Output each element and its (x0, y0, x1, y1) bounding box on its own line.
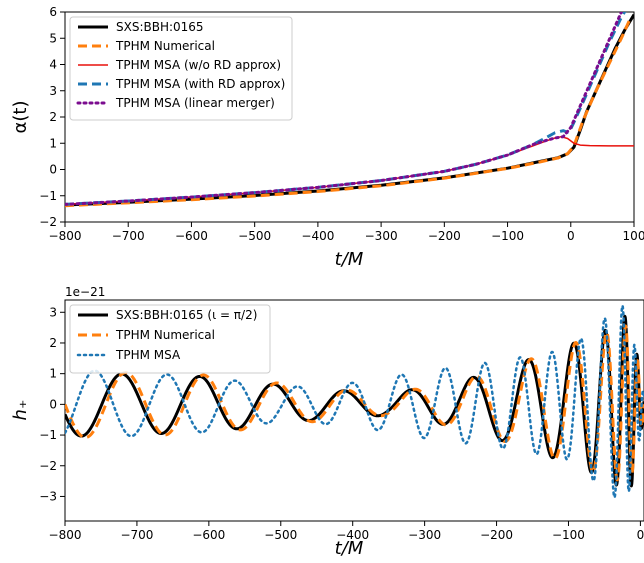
x-tick-label: 100 (623, 229, 644, 243)
alpha-y-axis-label: α(t) (10, 101, 31, 134)
x-tick-label: −500 (264, 528, 297, 542)
alpha-x-axis-label: t/M (335, 249, 364, 270)
legend-label: TPHM MSA (linear merger) (115, 96, 275, 110)
series-line-0-1 (65, 16, 633, 208)
series-line-1-1 (65, 324, 644, 482)
y-tick-label: 0 (49, 163, 57, 177)
alpha-ticks: −800 −700 −600 −500 −400 −300 −200 −100 0 100 −2 −1… (39, 5, 644, 243)
y-tick-label: 1 (49, 136, 57, 150)
x-tick-label: −600 (192, 528, 225, 542)
x-tick-label: −500 (238, 229, 271, 243)
y-tick-label: 5 (49, 31, 57, 45)
legend-box (69, 304, 271, 374)
hplus-y-axis-label: h₊ (10, 400, 31, 421)
x-tick-label: −200 (480, 528, 513, 542)
y-tick-label: −1 (39, 428, 57, 442)
legend-label: TPHM MSA (with RD approx) (115, 77, 285, 91)
y-tick-label: 2 (49, 336, 57, 350)
legend-label: TPHM Numerical (115, 39, 215, 53)
x-tick-label: −700 (112, 229, 145, 243)
x-tick-label: −100 (491, 229, 524, 243)
x-tick-label: −800 (49, 528, 82, 542)
y-tick-label: 3 (49, 84, 57, 98)
legend-label: SXS:BBH:0165 (ι = π/2) (116, 308, 257, 322)
alpha-panel: −800 −700 −600 −500 −400 −300 −200 −100 0 100 −2 −1… (10, 5, 644, 270)
x-tick-label: −400 (301, 229, 334, 243)
y-tick-label: 2 (49, 110, 57, 124)
legend-box (69, 16, 293, 121)
hplus-ticks: −800 −700 −600 −500 −400 −300 −200 −100 0 −3 −2 −1 0… (39, 305, 644, 542)
y-tick-label: 1 (49, 367, 57, 381)
alpha-lines (65, 12, 634, 208)
x-tick-label: −600 (175, 229, 208, 243)
series-line-0-4 (65, 12, 623, 206)
y-tick-label: 4 (49, 58, 57, 72)
hplus-offset-label: 1e−21 (65, 285, 105, 299)
alpha-legend: SXS:BBH:0165 TPHM Numerical TPHM MSA (w/o … (69, 16, 293, 121)
y-tick-label: −2 (39, 459, 57, 473)
x-tick-label: −200 (428, 229, 461, 243)
legend-label: SXS:BBH:0165 (116, 20, 204, 34)
x-tick-label: −400 (336, 528, 369, 542)
y-tick-label: 3 (49, 305, 57, 319)
series-line-1-0 (65, 314, 644, 488)
legend-label: TPHM MSA (w/o RD approx) (115, 58, 281, 72)
y-tick-label: −2 (39, 215, 57, 229)
hplus-panel: −800 −700 −600 −500 −400 −300 −200 −100 0 −3 −2 −1 0… (10, 285, 644, 559)
series-line-1-2 (65, 304, 644, 499)
hplus-lines (65, 304, 644, 499)
hplus-legend: SXS:BBH:0165 (ι = π/2) TPHM Numerical TPHM… (69, 304, 271, 374)
x-tick-label: −100 (552, 528, 585, 542)
x-tick-label: −300 (408, 528, 441, 542)
hplus-x-axis-label: t/M (335, 538, 364, 559)
legend-label: TPHM Numerical (115, 328, 215, 342)
y-tick-label: 6 (49, 5, 57, 19)
legend-label: TPHM MSA (115, 348, 181, 362)
y-tick-label: −1 (39, 189, 57, 203)
x-tick-label: −300 (365, 229, 398, 243)
x-tick-label: 0 (637, 528, 644, 542)
x-tick-label: −700 (120, 528, 153, 542)
y-tick-label: −3 (39, 489, 57, 503)
y-tick-label: 0 (49, 397, 57, 411)
x-tick-label: 0 (567, 229, 575, 243)
x-tick-label: −800 (49, 229, 82, 243)
